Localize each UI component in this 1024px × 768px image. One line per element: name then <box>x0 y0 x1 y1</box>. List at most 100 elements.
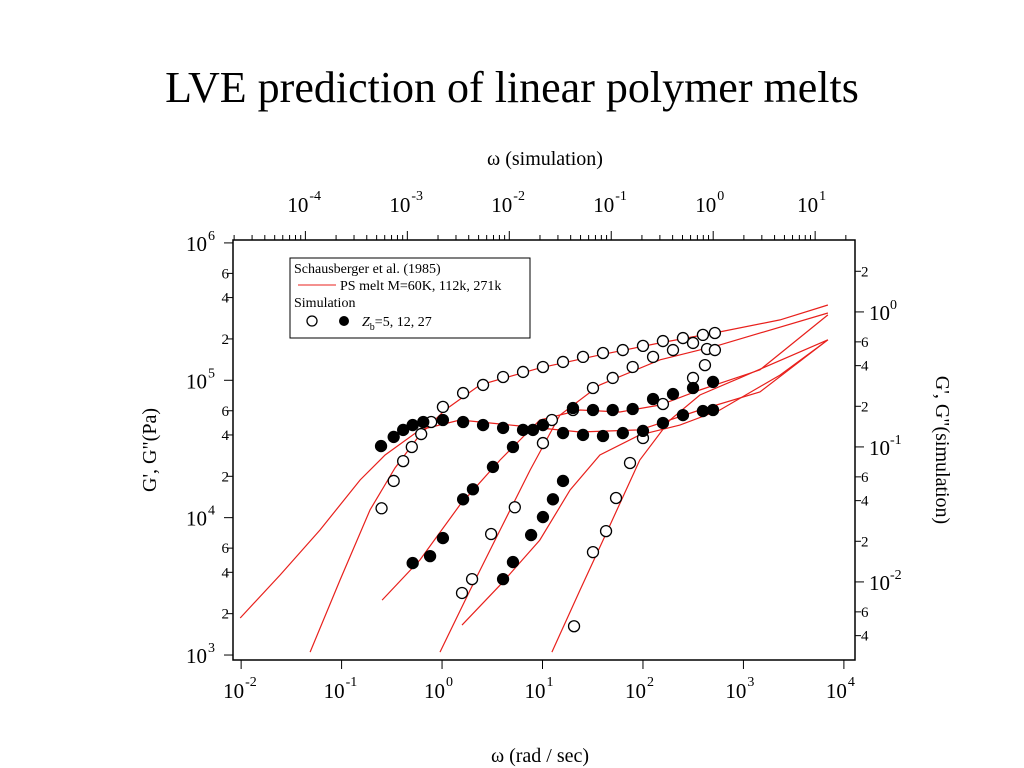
y2-tick-label: 6 <box>861 335 869 351</box>
filled-marker <box>506 440 520 454</box>
y2-tick-exponent: -2 <box>890 568 902 583</box>
model-curve <box>551 339 829 653</box>
legend-filled-marker <box>339 316 349 326</box>
filled-marker <box>496 572 510 586</box>
open-marker <box>698 358 712 372</box>
open-marker <box>626 360 639 374</box>
legend-entry: Zb=5, 12, 27 <box>362 315 432 333</box>
x2-tick-label: 10 <box>389 193 410 217</box>
left-axis-label: G', G"(Pa) <box>139 408 161 492</box>
x2-tick-exponent: -4 <box>309 189 321 204</box>
open-marker <box>576 350 590 364</box>
y-tick-label: 2 <box>222 332 230 348</box>
filled-marker <box>656 416 670 430</box>
open-marker <box>599 524 613 538</box>
open-marker <box>516 365 530 379</box>
model-curve <box>381 314 829 601</box>
legend-entry: PS melt M=60K, 112k, 271k <box>340 279 501 294</box>
x2-tick-exponent: -2 <box>513 189 525 204</box>
y2-tick-label: 2 <box>861 264 869 280</box>
filled-marker <box>676 408 690 422</box>
x-tick-label: 10 <box>324 679 345 703</box>
filled-marker <box>556 474 570 488</box>
filled-marker <box>536 418 550 432</box>
open-marker <box>656 334 670 348</box>
filled-marker <box>476 418 490 432</box>
filled-marker <box>626 402 639 416</box>
x-tick-exponent: 0 <box>446 675 453 690</box>
x-tick-exponent: -2 <box>245 675 257 690</box>
x-tick-label: 10 <box>223 679 244 703</box>
y-tick-label: 2 <box>222 607 230 623</box>
filled-marker <box>526 423 540 437</box>
open-marker <box>656 397 670 411</box>
y2-tick-exponent: 0 <box>890 298 897 313</box>
plot-frame <box>232 239 856 661</box>
x2-tick-label: 10 <box>593 193 614 217</box>
filled-marker <box>706 375 720 389</box>
open-marker <box>484 527 498 541</box>
x-tick-label: 10 <box>725 679 746 703</box>
filled-marker <box>556 426 570 440</box>
filled-marker <box>436 531 450 545</box>
filled-marker <box>506 555 520 569</box>
filled-marker <box>536 510 550 524</box>
y2-tick-label: 4 <box>861 629 869 645</box>
legend-open-marker <box>306 315 318 327</box>
slide-title: LVE prediction of linear polymer melts <box>165 63 859 112</box>
y-tick-label: 4 <box>222 428 230 444</box>
x-tick-exponent: 1 <box>547 675 554 690</box>
filled-marker <box>406 418 419 432</box>
legend-heading: Schausberger et al. (1985) <box>294 262 441 277</box>
y2-tick-exponent: -1 <box>890 433 902 448</box>
x-tick-exponent: 3 <box>747 675 754 690</box>
open-marker <box>536 436 550 450</box>
x-tick-label: 10 <box>525 679 546 703</box>
open-marker <box>676 331 690 345</box>
y2-tick-label: 10 <box>869 571 890 595</box>
open-marker <box>465 572 479 586</box>
y2-tick-label: 6 <box>861 605 869 621</box>
legend-heading: Simulation <box>294 296 355 311</box>
open-marker <box>405 440 418 454</box>
open-marker <box>508 501 521 514</box>
open-marker <box>436 400 450 414</box>
filled-marker <box>646 392 660 406</box>
y2-tick-label: 4 <box>861 359 869 375</box>
legend: Schausberger et al. (1985) PS melt M=60K… <box>289 257 531 339</box>
filled-marker <box>686 381 700 395</box>
legend-subscript: b <box>370 322 375 333</box>
model-curve <box>461 339 829 626</box>
open-marker <box>666 343 680 357</box>
y-tick-label: 10 <box>186 369 207 393</box>
legend-box <box>289 257 531 339</box>
filled-marker <box>496 421 510 435</box>
y-tick-label: 4 <box>222 291 230 307</box>
y-tick-label: 4 <box>222 565 230 581</box>
open-marker <box>696 328 710 342</box>
open-marker <box>496 370 510 384</box>
y-tick-exponent: 6 <box>208 229 215 244</box>
x-tick-exponent: 4 <box>848 675 855 690</box>
y-tick-label: 2 <box>222 469 230 485</box>
filled-marker <box>596 429 610 443</box>
filled-marker <box>576 428 590 442</box>
x-tick-label: 10 <box>424 679 445 703</box>
top-axis-label: ω (simulation) <box>487 148 603 170</box>
y2-tick-label: 2 <box>861 534 869 550</box>
filled-marker <box>636 424 650 438</box>
open-marker <box>586 381 600 395</box>
open-marker <box>708 343 722 357</box>
filled-marker <box>706 403 720 417</box>
y-tick-label: 6 <box>222 404 230 420</box>
y-tick-label: 10 <box>186 507 207 531</box>
open-marker <box>567 620 581 633</box>
open-marker <box>623 456 637 470</box>
open-marker <box>536 360 550 374</box>
filled-marker <box>374 439 388 453</box>
open-marker <box>415 427 428 441</box>
y-tick-label: 10 <box>186 644 207 668</box>
x2-tick-exponent: 1 <box>819 189 826 204</box>
open-marker <box>708 326 722 340</box>
filled-marker <box>524 528 538 542</box>
